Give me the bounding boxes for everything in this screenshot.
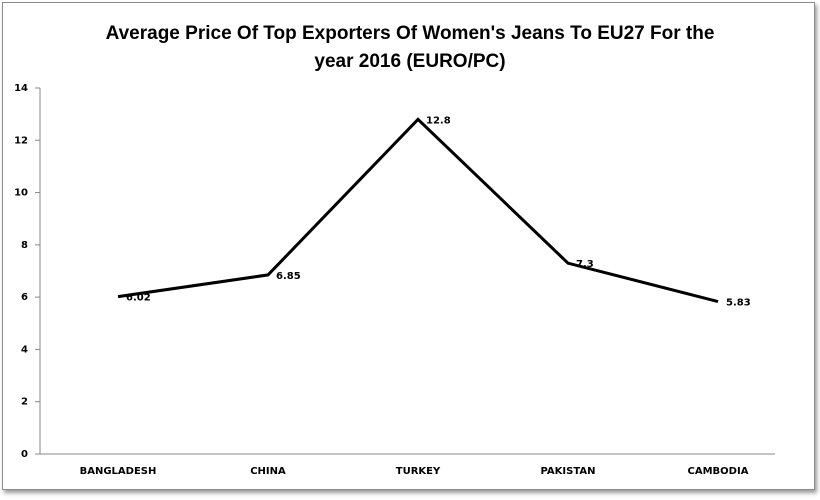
x-tick-label: PAKISTAN <box>541 466 596 477</box>
data-label: 6.85 <box>276 271 301 282</box>
y-tick-label: 10 <box>14 188 28 199</box>
data-label: 6.02 <box>126 293 151 304</box>
x-tick-label: TURKEY <box>396 466 441 477</box>
data-label: 12.8 <box>426 115 451 126</box>
y-tick-label: 12 <box>14 135 28 146</box>
x-tick-label: BANGLADESH <box>80 466 157 477</box>
data-label: 5.83 <box>726 298 751 309</box>
y-tick-label: 6 <box>21 292 28 303</box>
y-tick-label: 0 <box>21 449 28 460</box>
y-tick-label: 2 <box>21 397 28 408</box>
line-series <box>117 117 719 304</box>
x-tick-label: CAMBODIA <box>688 466 749 477</box>
chart-frame <box>2 2 815 490</box>
y-tick-label: 14 <box>14 83 28 94</box>
y-tick-label: 8 <box>21 240 28 251</box>
y-tick-label: 4 <box>21 344 28 355</box>
data-label: 7.3 <box>576 259 594 270</box>
chart-title: Average Price Of Top Exporters Of Women'… <box>105 23 715 72</box>
x-tick-label: CHINA <box>250 466 286 477</box>
